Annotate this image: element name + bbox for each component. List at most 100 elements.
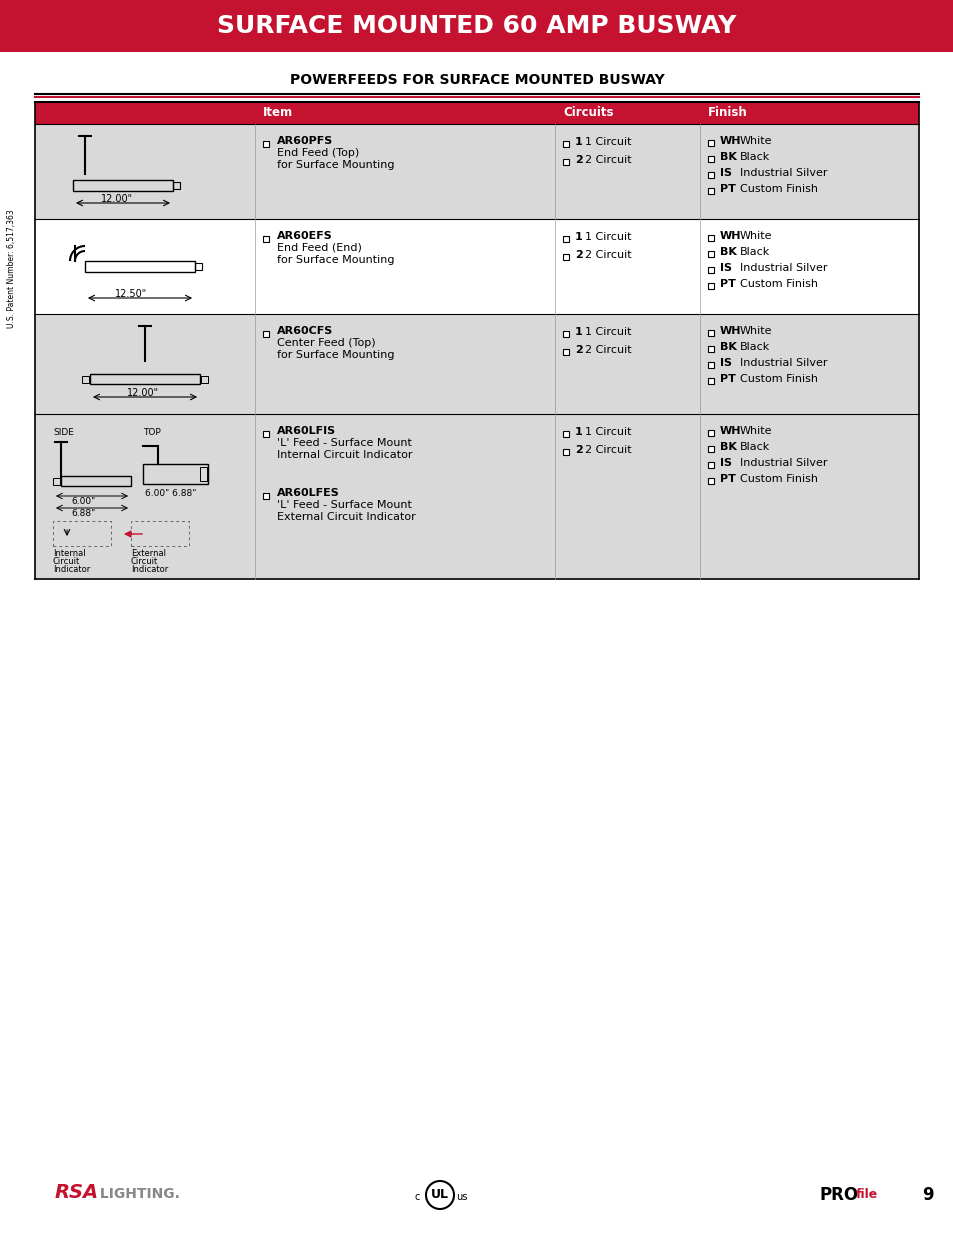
- Bar: [707, 346, 713, 352]
- Bar: [562, 159, 568, 165]
- Bar: [707, 446, 713, 452]
- Text: Finish: Finish: [707, 106, 747, 120]
- Text: BK: BK: [720, 247, 736, 257]
- Text: Item: Item: [263, 106, 293, 120]
- Text: BK: BK: [720, 152, 736, 162]
- Text: 2 Circuit: 2 Circuit: [584, 345, 631, 354]
- Text: Custom Finish: Custom Finish: [740, 279, 817, 289]
- Text: 2 Circuit: 2 Circuit: [584, 156, 631, 165]
- Bar: [707, 378, 713, 384]
- Bar: [562, 236, 568, 242]
- Text: 2: 2: [575, 156, 582, 165]
- Text: for Surface Mounting: for Surface Mounting: [276, 254, 395, 266]
- Bar: [562, 141, 568, 147]
- Text: TOP: TOP: [143, 429, 161, 437]
- Text: 1: 1: [575, 137, 582, 147]
- Text: BK: BK: [720, 442, 736, 452]
- Bar: [200, 467, 207, 480]
- Bar: [263, 431, 269, 437]
- Text: SIDE: SIDE: [53, 429, 73, 437]
- Text: 1: 1: [575, 427, 582, 437]
- Text: 1 Circuit: 1 Circuit: [584, 232, 631, 242]
- Bar: [707, 172, 713, 178]
- Bar: [707, 283, 713, 289]
- Text: Indicator: Indicator: [53, 564, 91, 574]
- Text: 1: 1: [575, 232, 582, 242]
- Text: Black: Black: [740, 342, 769, 352]
- Text: Circuits: Circuits: [562, 106, 613, 120]
- Bar: [707, 188, 713, 194]
- Bar: [263, 236, 269, 242]
- Text: WH: WH: [720, 231, 740, 241]
- Text: 9: 9: [922, 1186, 933, 1204]
- Text: Circuit: Circuit: [53, 557, 80, 566]
- Text: IS: IS: [720, 263, 731, 273]
- Text: for Surface Mounting: for Surface Mounting: [276, 161, 395, 170]
- Bar: [263, 141, 269, 147]
- Text: Center Feed (Top): Center Feed (Top): [276, 338, 375, 348]
- Text: Indicator: Indicator: [131, 564, 168, 574]
- Bar: [194, 263, 202, 270]
- Bar: [562, 431, 568, 437]
- Bar: [35, 103, 918, 124]
- Bar: [562, 254, 568, 261]
- Text: 12.50": 12.50": [115, 289, 147, 299]
- Text: Custom Finish: Custom Finish: [740, 474, 817, 484]
- Text: AR60CFS: AR60CFS: [276, 326, 333, 336]
- Text: BK: BK: [720, 342, 736, 352]
- Text: for Surface Mounting: for Surface Mounting: [276, 350, 395, 359]
- Text: Internal Circuit Indicator: Internal Circuit Indicator: [276, 450, 412, 459]
- Text: AR60EFS: AR60EFS: [276, 231, 333, 241]
- Text: Industrial Silver: Industrial Silver: [740, 263, 826, 273]
- Text: RSA: RSA: [55, 1183, 99, 1203]
- Text: Black: Black: [740, 152, 769, 162]
- Bar: [85, 261, 194, 272]
- Text: PT: PT: [720, 374, 735, 384]
- Text: White: White: [740, 231, 772, 241]
- Text: 12.00": 12.00": [101, 194, 133, 204]
- Text: UL: UL: [431, 1188, 449, 1202]
- Bar: [562, 331, 568, 337]
- Text: Black: Black: [740, 442, 769, 452]
- Text: 2: 2: [575, 445, 582, 454]
- Text: End Feed (Top): End Feed (Top): [276, 148, 359, 158]
- Bar: [35, 314, 918, 414]
- Text: IS: IS: [720, 168, 731, 178]
- Text: 1 Circuit: 1 Circuit: [584, 327, 631, 337]
- Text: Circuit: Circuit: [131, 557, 158, 566]
- Text: LIGHTING.: LIGHTING.: [95, 1187, 180, 1200]
- Text: AR60LFES: AR60LFES: [276, 488, 339, 498]
- Bar: [707, 267, 713, 273]
- Text: IS: IS: [720, 358, 731, 368]
- Text: 1 Circuit: 1 Circuit: [584, 427, 631, 437]
- Text: External Circuit Indicator: External Circuit Indicator: [276, 513, 416, 522]
- Text: file: file: [855, 1188, 878, 1200]
- Text: WH: WH: [720, 326, 740, 336]
- Text: External: External: [131, 550, 166, 558]
- Text: 1: 1: [575, 327, 582, 337]
- Text: 2 Circuit: 2 Circuit: [584, 445, 631, 454]
- Bar: [562, 450, 568, 454]
- Bar: [0, 0, 953, 52]
- Text: SURFACE MOUNTED 60 AMP BUSWAY: SURFACE MOUNTED 60 AMP BUSWAY: [217, 14, 736, 38]
- Bar: [707, 140, 713, 146]
- Text: 6.00": 6.00": [71, 496, 95, 506]
- Bar: [61, 475, 131, 487]
- Text: PT: PT: [720, 279, 735, 289]
- Text: POWERFEEDS FOR SURFACE MOUNTED BUSWAY: POWERFEEDS FOR SURFACE MOUNTED BUSWAY: [290, 73, 663, 86]
- Text: 12.00": 12.00": [127, 388, 159, 398]
- Bar: [35, 124, 918, 219]
- Text: PT: PT: [720, 474, 735, 484]
- Text: Industrial Silver: Industrial Silver: [740, 458, 826, 468]
- Text: 6.88": 6.88": [71, 509, 95, 517]
- Text: 2: 2: [575, 345, 582, 354]
- Bar: [707, 362, 713, 368]
- Text: Industrial Silver: Industrial Silver: [740, 358, 826, 368]
- Text: End Feed (End): End Feed (End): [276, 243, 361, 253]
- Text: WH: WH: [720, 426, 740, 436]
- Bar: [707, 462, 713, 468]
- Text: U.S. Patent Number: 6,517,363: U.S. Patent Number: 6,517,363: [8, 210, 16, 329]
- Bar: [201, 375, 208, 383]
- Text: WH: WH: [720, 136, 740, 146]
- Text: Custom Finish: Custom Finish: [740, 374, 817, 384]
